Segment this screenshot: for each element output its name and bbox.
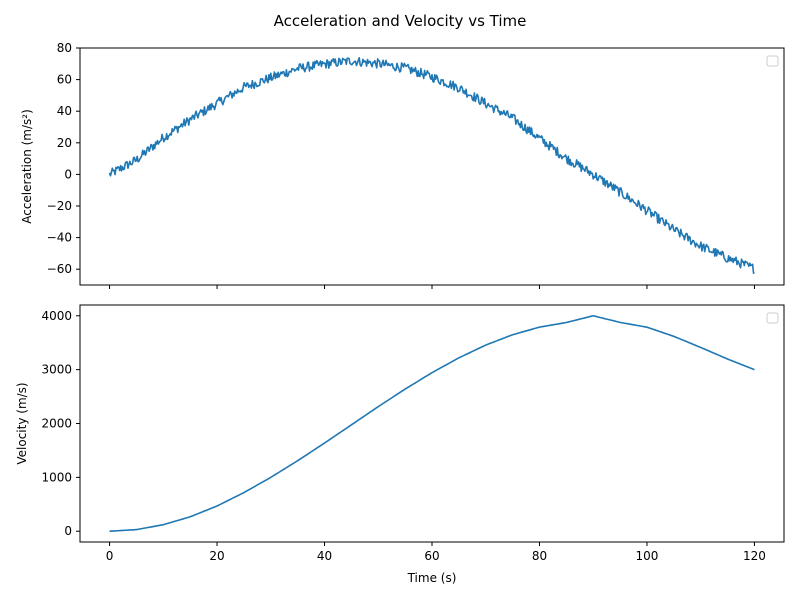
y-tick-label: −20 bbox=[47, 199, 72, 213]
x-tick-label: 120 bbox=[743, 549, 766, 563]
figure-title: Acceleration and Velocity vs Time bbox=[274, 12, 527, 30]
y-tick-label: 0 bbox=[64, 167, 72, 181]
y-axis-label: Acceleration (m/s²) bbox=[20, 109, 34, 224]
acceleration-subplot: −60 −40 −20 0 20 40 60 80 Acceleration (m/s²) bbox=[20, 41, 785, 289]
y-tick-label: −40 bbox=[47, 231, 72, 245]
x-tick-label: 80 bbox=[532, 549, 547, 563]
y-tick-label: 4000 bbox=[41, 309, 72, 323]
y-tick-label: 80 bbox=[57, 41, 72, 55]
y-tick-label: 2000 bbox=[41, 417, 72, 431]
velocity-subplot: 0 20 40 60 80 100 120 0 1000 2000 3000 4000 Velocity… bbox=[15, 304, 785, 585]
x-axis-label: Time (s) bbox=[407, 571, 457, 585]
y-tick-label: 60 bbox=[57, 73, 72, 87]
x-tick-label: 100 bbox=[636, 549, 659, 563]
y-tick-label: 1000 bbox=[41, 470, 72, 484]
y-tick-label: 3000 bbox=[41, 363, 72, 377]
x-tick-label: 60 bbox=[424, 549, 439, 563]
x-tick-label: 40 bbox=[317, 549, 332, 563]
y-tick-label: −60 bbox=[47, 262, 72, 276]
y-tick-label: 0 bbox=[64, 524, 72, 538]
y-tick-label: 40 bbox=[57, 104, 72, 118]
legend-box bbox=[766, 312, 779, 324]
series-line-1-0 bbox=[109, 314, 755, 533]
legend-box bbox=[766, 55, 779, 67]
y-tick-label: 20 bbox=[57, 136, 72, 150]
series-line-0-0 bbox=[108, 56, 755, 275]
y-axis-label: Velocity (m/s) bbox=[15, 382, 29, 464]
x-tick-label: 20 bbox=[209, 549, 224, 563]
x-tick-label: 0 bbox=[106, 549, 114, 563]
